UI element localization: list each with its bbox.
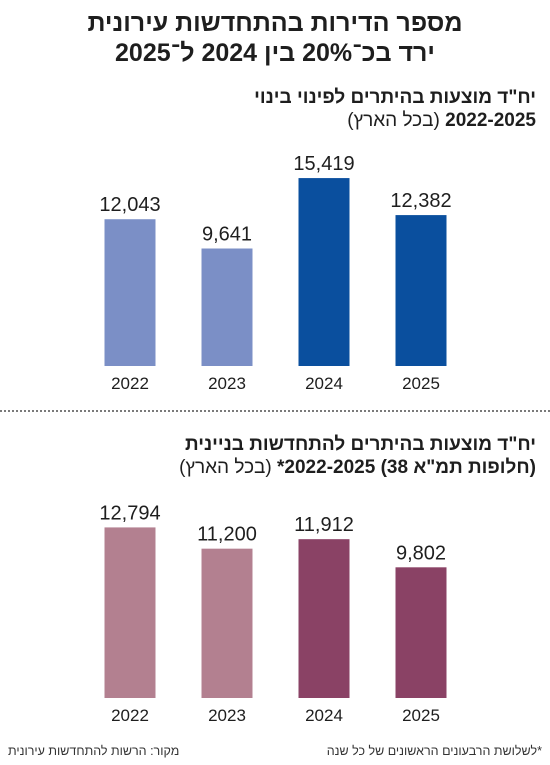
source: מקור: הרשות להתחדשות עירונית bbox=[8, 744, 180, 758]
chart2-value-label-2024: 11,912 bbox=[294, 514, 354, 536]
chart1-bar-2023 bbox=[201, 248, 253, 366]
chart2-tick-label-2024: 2024 bbox=[305, 706, 343, 725]
chart1-value-label-2023: 9,641 bbox=[202, 224, 252, 246]
chart1-bar-2025 bbox=[395, 215, 447, 366]
chart1-tick-label-2022: 2022 bbox=[111, 374, 149, 393]
chart2-value-label-2023: 11,200 bbox=[197, 524, 257, 546]
chart2-plot: 12,794 2022 11,200 2023 11,912 2024 9,802 2025 bbox=[99, 505, 447, 725]
section-divider bbox=[0, 410, 550, 412]
chart1-bar-2022 bbox=[104, 219, 156, 366]
chart2-bar-2024 bbox=[298, 539, 350, 698]
chart1-value-label-2024: 15,419 bbox=[293, 153, 354, 175]
chart2-bar-2023 bbox=[201, 548, 253, 698]
chart1-tick-label-2024: 2024 bbox=[305, 374, 343, 393]
chart1-bar-2024 bbox=[298, 178, 350, 366]
chart2-bar-2025 bbox=[395, 567, 447, 698]
chart2-bar-2022 bbox=[104, 527, 156, 698]
main-title: מספר הדירות בהתחדשות עירונית ירד בכ־20% … bbox=[0, 8, 550, 68]
chart1-value-label-2022: 12,043 bbox=[99, 194, 160, 216]
chart2-value-label-2025: 9,802 bbox=[396, 542, 446, 564]
chart2-tick-label-2025: 2025 bbox=[402, 706, 440, 725]
main-title-line2: ירד בכ־20% בין 2024 ל־2025 bbox=[115, 39, 435, 67]
chart2-tick-label-2022: 2022 bbox=[111, 706, 149, 725]
chart1-value-label-2025: 12,382 bbox=[390, 190, 451, 212]
chart2-header: יח"ד מוצעות בהיתרים להתחדשות בניינית (חל… bbox=[0, 433, 550, 479]
chart2-subtitle-years: (חלופות תמ"א 38) 2022-2025* bbox=[277, 457, 536, 478]
chart1-plot: 12,043 2022 9,641 2023 15,419 2024 12,382 2025 bbox=[99, 153, 451, 393]
chart2-tick-label-2023: 2023 bbox=[208, 706, 246, 725]
chart2-subtitle-scope: (בכל הארץ) bbox=[179, 457, 272, 478]
chart1-subtitle-years: 2022-2025 bbox=[445, 110, 536, 131]
footnote: *לשלושת הרבעונים הראשונים של כל שנה bbox=[326, 744, 542, 758]
main-title-line1: מספר הדירות בהתחדשות עירונית bbox=[87, 9, 463, 37]
chart1-title: יח"ד מוצעות בהיתרים לפינוי בינוי bbox=[254, 87, 536, 108]
chart1-subtitle: 2022-2025 (בכל הארץ) bbox=[0, 109, 550, 132]
chart1-tick-label-2025: 2025 bbox=[402, 374, 440, 393]
chart1-header: יח"ד מוצעות בהיתרים לפינוי בינוי 2022-20… bbox=[0, 86, 550, 132]
chart2-value-label-2022: 12,794 bbox=[99, 505, 160, 524]
chart2-title: יח"ד מוצעות בהיתרים להתחדשות בניינית bbox=[184, 434, 536, 455]
chart2-subtitle: (חלופות תמ"א 38) 2022-2025* (בכל הארץ) bbox=[0, 456, 550, 479]
chart1-tick-label-2023: 2023 bbox=[208, 374, 246, 393]
chart1-subtitle-scope: (בכל הארץ) bbox=[347, 110, 440, 131]
